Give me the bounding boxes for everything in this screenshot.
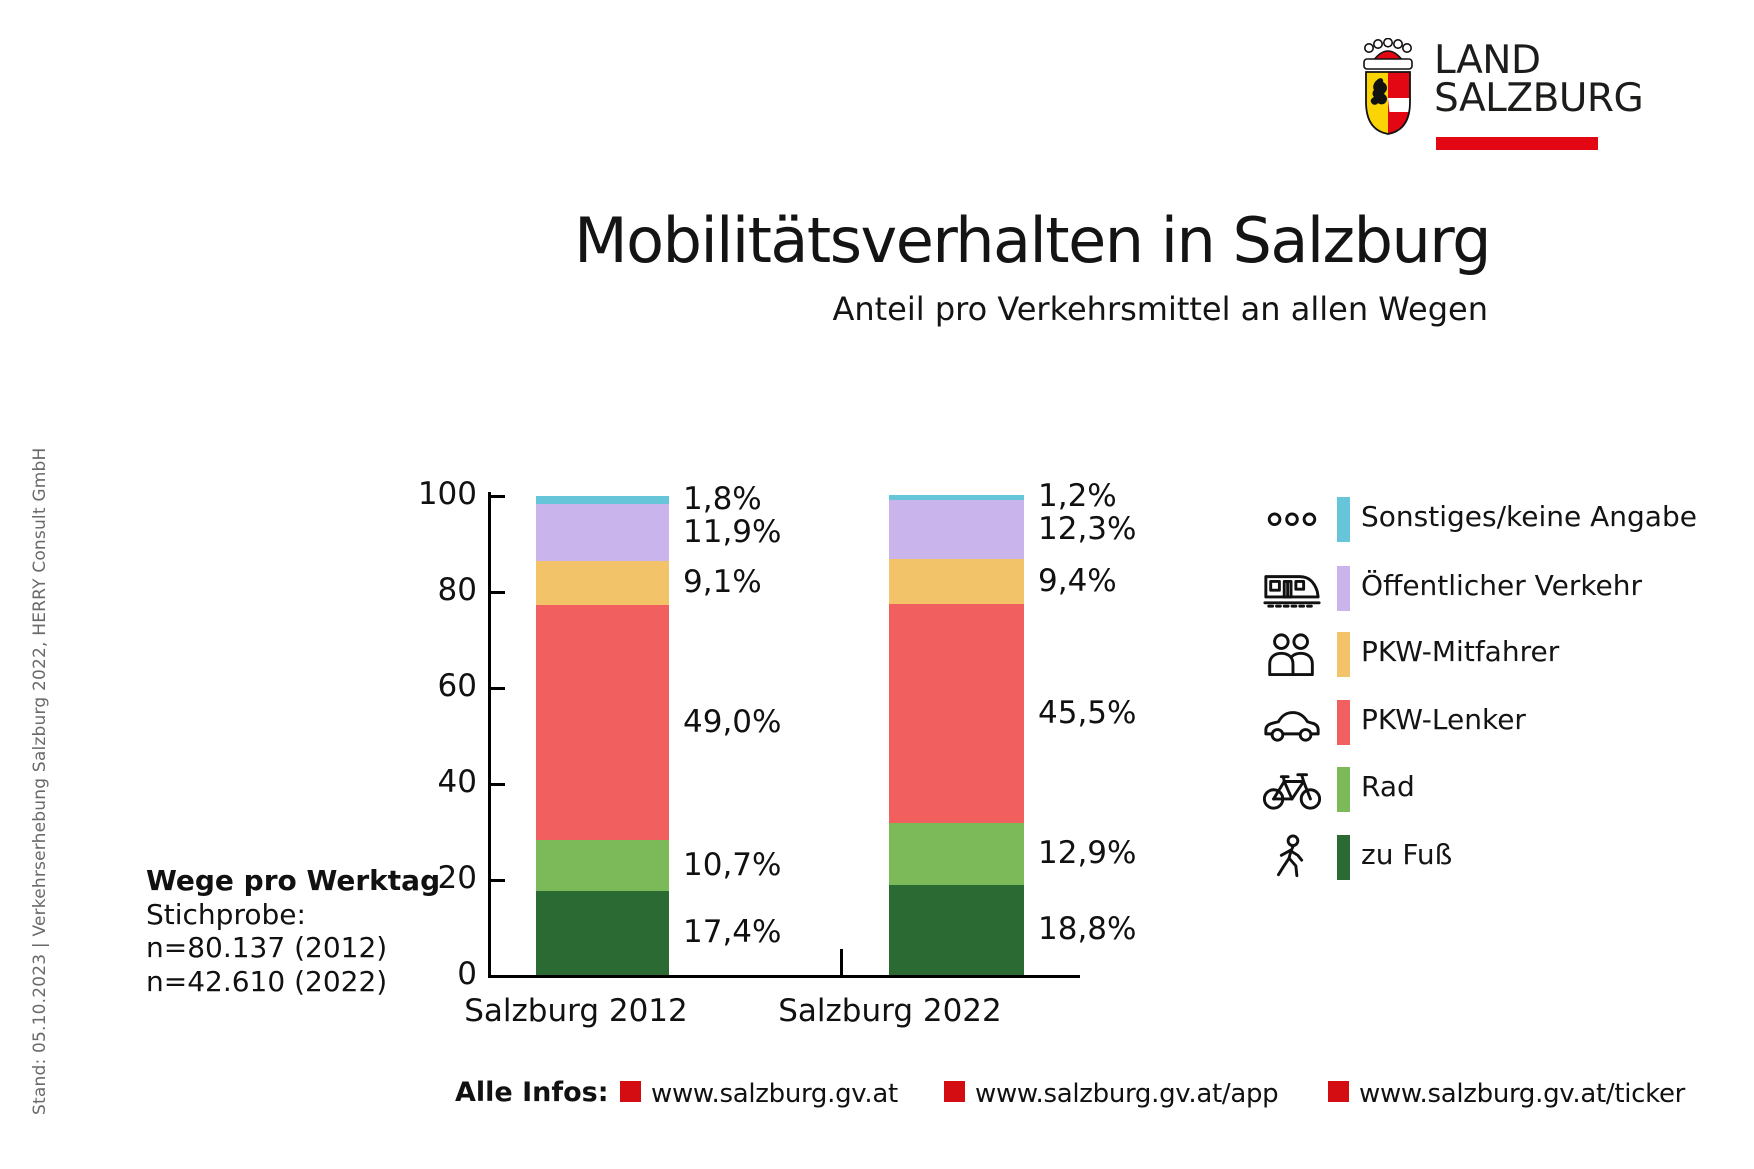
red-square-bullet [1328,1081,1349,1102]
legend-label: PKW-Mitfahrer [1361,635,1560,668]
bar-segment-bicycle [536,840,669,892]
segment-value-label: 9,4% [1038,562,1117,599]
segment-value-label: 11,9% [683,513,782,550]
segment-value-label: 17,4% [683,914,782,951]
footer-url: www.salzburg.gv.at [651,1079,898,1109]
segment-value-label: 9,1% [683,564,762,601]
sample-info-line: n=80.137 (2012) [146,931,388,964]
logo-wordmark: LAND SALZBURG [1434,38,1644,121]
legend-color-swatch [1337,632,1350,677]
segment-value-label: 1,8% [683,480,762,517]
red-square-bullet [620,1081,641,1102]
segment-value-label: 12,9% [1038,834,1137,871]
y-axis-tick-label: 0 [457,956,477,992]
legend-color-swatch [1337,835,1350,880]
logo-line2: SALZBURG [1434,76,1644,121]
y-axis-line [488,492,491,978]
y-axis-tick-label: 60 [437,668,477,704]
y-axis-tick [491,879,505,882]
legend-color-swatch [1337,497,1350,542]
page-subtitle: Anteil pro Verkehrsmittel an allen Wegen [832,290,1488,328]
legend-label: Sonstiges/keine Angabe [1361,500,1697,533]
bar-segment-car [889,604,1024,823]
y-axis-tick-label: 20 [437,860,477,896]
train-icon [1261,565,1323,611]
bar-salzburg-2012 [536,492,669,975]
logo-line1: LAND [1434,38,1541,83]
bar-segment-pedestrian [889,884,1024,975]
bar-segment-car [536,604,669,841]
category-label: Salzburg 2012 [464,993,688,1029]
y-axis-tick-label: 40 [437,764,477,800]
y-axis-tick-label: 100 [417,476,477,512]
bar-segment-pedestrian [536,891,669,975]
legend-color-swatch [1337,566,1350,611]
legend-label: Rad [1361,770,1415,803]
sample-info-line: Stichprobe: [146,897,306,931]
sample-info-block: Wege pro Werktag Stichprobe: n=80.137 (2… [146,864,440,998]
bar-segment-dots [536,495,669,505]
pedestrian-icon [1261,834,1323,880]
bar-segment-people [889,559,1024,605]
stacked-bar-chart: 17,4% 10,7% 49,0% 9,1% 11,9% 1,8% 18,8% 12,9% 45… [488,478,1136,978]
legend-color-swatch [1337,767,1350,812]
bicycle-icon [1261,766,1323,812]
segment-value-label: 18,8% [1038,910,1137,947]
y-axis-tick [491,591,505,594]
car-icon [1261,699,1323,745]
segment-value-label: 49,0% [683,703,782,740]
legend-label: zu Fuß [1361,838,1453,871]
bar-segment-train [889,500,1024,560]
y-axis-tick [491,687,505,690]
segment-value-label: 45,5% [1038,694,1137,731]
category-divider-tick [840,949,843,975]
bar-segment-dots [889,494,1024,501]
y-axis-tick [491,783,505,786]
legend-label: PKW-Lenker [1361,703,1526,736]
sample-info-heading: Wege pro Werktag [146,864,441,897]
segment-value-label: 10,7% [683,846,782,883]
category-label: Salzburg 2022 [778,993,1002,1029]
salzburg-coat-of-arms-icon [1363,38,1413,135]
legend-color-swatch [1337,700,1350,745]
bar-segment-bicycle [889,822,1024,885]
x-axis-line [488,975,1080,978]
source-note: Stand: 05.10.2023 | Verkehrserhebung Sal… [30,447,50,1115]
segment-value-label: 1,2% [1038,478,1117,515]
legend-label: Öffentlicher Verkehr [1361,569,1643,602]
people-icon [1261,631,1323,677]
bar-segment-train [536,504,669,562]
footer-url: www.salzburg.gv.at/app [975,1079,1279,1109]
y-axis-tick-label: 80 [437,572,477,608]
footer-label: Alle Infos: [455,1077,609,1108]
footer-url: www.salzburg.gv.at/ticker [1359,1079,1686,1109]
dots-icon [1261,496,1323,542]
logo-underline [1436,137,1598,150]
bar-salzburg-2022 [889,492,1024,975]
bar-segment-people [536,561,669,605]
y-axis-tick [491,495,505,498]
red-square-bullet [944,1081,965,1102]
sample-info-line: n=42.610 (2022) [146,964,388,998]
page-title: Mobilitätsverhalten in Salzburg [574,204,1491,277]
segment-value-label: 12,3% [1038,510,1137,547]
